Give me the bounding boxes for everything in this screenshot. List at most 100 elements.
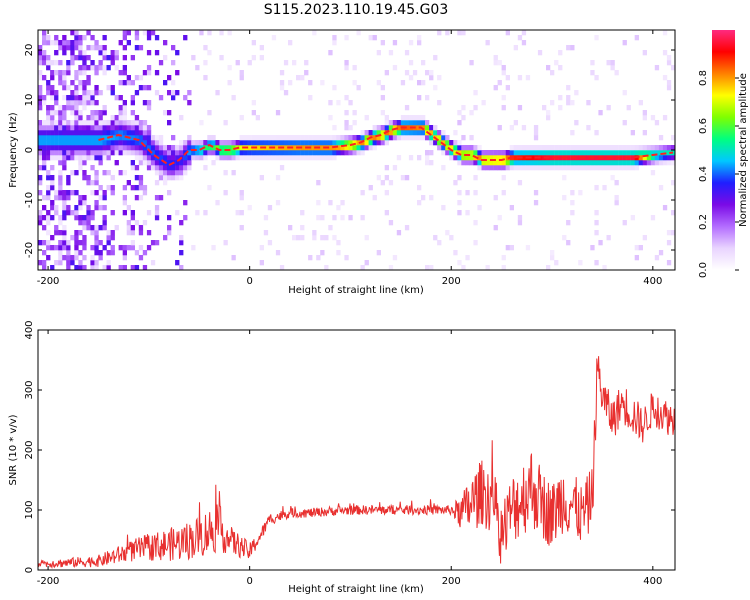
spectrogram-cell	[364, 140, 369, 146]
spectrogram-cell	[66, 155, 71, 161]
spectrogram-cell	[102, 70, 107, 76]
spectrogram-cell	[465, 210, 470, 216]
spectrogram-cell	[658, 160, 664, 166]
spectrogram-cell	[602, 185, 607, 191]
spectrogram-cell	[263, 155, 269, 161]
spectrogram-cell	[425, 95, 430, 101]
spectrogram-cell	[90, 65, 95, 71]
spectrogram-cell	[78, 55, 83, 61]
spectrogram-cell	[86, 150, 91, 156]
spectrogram-cell	[122, 110, 127, 116]
spectrogram-cell	[396, 130, 402, 136]
spectrogram-cell	[102, 140, 107, 146]
spectrogram-cell	[316, 150, 321, 156]
spectrogram-cell	[94, 125, 99, 131]
spectrogram-cell	[114, 160, 119, 166]
spectrogram-cell	[90, 245, 95, 251]
spectrogram-cell	[505, 30, 510, 36]
spectrogram-cell	[255, 135, 260, 141]
spectrogram-cell	[388, 130, 394, 136]
spectrogram-cell	[259, 135, 264, 141]
spectrogram-cell	[344, 110, 349, 116]
spectrogram-cell	[497, 160, 502, 166]
spectrogram-cell	[102, 220, 107, 226]
spectrogram-cell	[82, 65, 87, 71]
spectrogram-cell	[493, 55, 498, 61]
spectrogram-cell	[54, 125, 59, 131]
spectrogram-cell	[82, 125, 87, 131]
spectrogram-cell	[352, 65, 357, 71]
spectrogram-cell	[259, 45, 264, 51]
spectrogram-cell	[130, 160, 135, 166]
spectrogram-cell	[38, 140, 43, 146]
spectrogram-cell	[106, 185, 111, 191]
spectrogram-cell	[380, 85, 385, 91]
spectrogram-cell	[42, 100, 47, 106]
spectrogram-cell	[231, 150, 236, 156]
spectrogram-cell	[215, 150, 220, 156]
spectrogram-cell	[546, 115, 551, 121]
spectrogram-cell	[134, 155, 140, 161]
spectrogram-cell	[594, 35, 599, 41]
spectrogram-cell	[130, 245, 135, 251]
spectrogram-cell	[94, 225, 99, 231]
spectrogram-cell	[461, 135, 466, 141]
spectrogram-cell	[259, 55, 264, 61]
spectrogram-cell	[263, 135, 269, 141]
spectrogram-cell	[231, 155, 236, 161]
spectrogram-cell	[239, 135, 244, 141]
spectrogram-cell	[118, 70, 123, 76]
spectrogram-cell	[662, 115, 668, 121]
spectrogram-cell	[501, 155, 506, 161]
spectrogram-cell	[126, 125, 131, 131]
spectrogram-cell	[292, 155, 297, 161]
spectrogram-cell	[90, 265, 95, 271]
spectrogram-cell	[429, 160, 434, 166]
spectrogram-cell	[614, 180, 619, 186]
spectrogram-cell	[267, 155, 273, 161]
spectrogram-cell	[78, 265, 83, 271]
spectrogram-cell	[90, 125, 95, 131]
spectrogram-cell	[550, 145, 555, 151]
spectrogram-cell	[203, 145, 208, 151]
spectrogram-cell	[211, 145, 216, 151]
spectrogram-cell	[662, 30, 668, 36]
spectrogram-cell	[473, 220, 478, 226]
spectrogram-cell	[183, 95, 188, 101]
spectrogram-cell	[62, 85, 67, 91]
spectrogram-cell	[102, 120, 107, 126]
spectrogram-cell	[255, 145, 260, 151]
spectrogram-cell	[537, 165, 543, 171]
spectrogram-cell	[630, 215, 635, 221]
spectrogram-cell	[469, 110, 474, 116]
spectrogram-cell	[38, 165, 43, 171]
spectrogram-cell	[320, 150, 325, 156]
spectrogram-cell	[598, 165, 603, 171]
spectrogram-cell	[388, 135, 394, 141]
spectrogram-cell	[404, 50, 410, 56]
spectrogram-cell	[78, 125, 83, 131]
spectrogram-cell	[74, 30, 79, 36]
spectrogram-cell	[130, 215, 135, 221]
spectrogram-cell	[344, 120, 349, 126]
spectrogram-cell	[122, 145, 127, 151]
spectrogram-cell	[94, 250, 99, 256]
spectrogram-cell	[50, 75, 55, 81]
spectrogram-cell	[102, 215, 107, 221]
spectrogram-cell	[138, 130, 144, 136]
spectrogram-cell	[94, 175, 99, 181]
spectrogram-cell	[78, 140, 83, 146]
spectrogram-cell	[134, 150, 140, 156]
spectrogram-cell	[90, 230, 95, 236]
spectrogram-cell	[38, 50, 43, 56]
spectrogram-cell	[58, 45, 63, 51]
spectrogram-cell	[195, 210, 200, 216]
spectrogram-cell	[554, 145, 559, 151]
spectrogram-cell	[74, 155, 79, 161]
spectrogram-cell	[404, 225, 410, 231]
spectrogram-cell	[38, 105, 43, 111]
spectrogram-cell	[336, 240, 341, 246]
spectrogram-cell	[126, 140, 131, 146]
spectrogram-cell	[239, 115, 244, 121]
spectrogram-cell	[106, 140, 111, 146]
